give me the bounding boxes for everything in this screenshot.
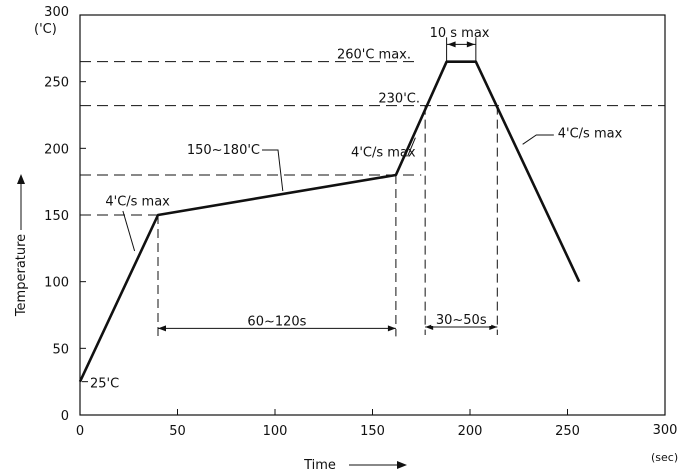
y-tick-label: 200 (44, 142, 69, 157)
reference-leader (262, 149, 284, 192)
y-axis-label: Temperature (14, 234, 29, 317)
plot-frame (79, 14, 666, 416)
temperature-profile-line (78, 60, 581, 383)
dimension-arrowhead (425, 324, 434, 330)
y-tick-label: 250 (44, 76, 69, 91)
span-label-bg (431, 313, 492, 326)
x-tick-label: 200 (458, 424, 483, 439)
slope-annotation: 4'C/s max (351, 145, 416, 160)
axis-ticks: 0 50 100 150 200 250 300 0 50 100 150 200 250 300 (44, 5, 677, 439)
time-spans: 60~120s 30~50s 10 s max (157, 26, 498, 337)
dimension-arrowhead (387, 325, 396, 332)
reference-label: 150~180'C (187, 143, 260, 158)
y-tick-label: 0 (61, 409, 69, 424)
dimension-arrowhead (158, 325, 166, 332)
y-tick-label: 100 (44, 276, 69, 291)
annotation-leader (522, 134, 554, 145)
y-axis-arrow-head (17, 174, 25, 184)
series (78, 60, 581, 383)
y-axis-unit: ('C) (34, 22, 57, 37)
y-tick-label: 150 (44, 209, 69, 224)
slope-annotation: 25'C (90, 377, 119, 392)
x-tick-label: 50 (169, 424, 186, 439)
x-tick-label: 250 (555, 424, 580, 439)
span-label-bg (242, 314, 311, 328)
span-label: 30~50s (436, 313, 487, 328)
reference-lines: 260'C max. 230'C. 150~180'C (80, 48, 665, 216)
x-tick-label: 150 (360, 424, 385, 439)
x-axis-arrow-head (397, 461, 407, 469)
span-label: 60~120s (247, 314, 306, 329)
annotation-leader (407, 137, 416, 157)
x-axis-unit: (sec) (651, 451, 678, 464)
y-tick-label: 50 (52, 342, 69, 357)
reference-label: 230'C. (378, 92, 420, 107)
dimension-arrowhead (466, 41, 475, 48)
slope-annotation: 4'C/s max (558, 127, 623, 142)
x-tick-label: 300 (653, 423, 678, 438)
annotations: 25'C 4'C/s max 4'C/s max 4'C/s max (82, 127, 623, 392)
span-label: 10 s max (430, 26, 490, 41)
slope-annotation: 4'C/s max (105, 195, 170, 210)
annotation-leader (122, 210, 136, 252)
dimension-arrowhead (489, 324, 498, 330)
dimension-arrowhead (447, 41, 456, 48)
x-axis-label: Time (303, 458, 336, 473)
x-tick-label: 100 (263, 424, 288, 439)
y-axis-title: Temperature (14, 174, 29, 317)
y-tick-label: 300 (44, 5, 69, 20)
x-axis-title: Time (303, 458, 407, 473)
reference-label: 260'C max. (337, 48, 411, 63)
x-tick-label: 0 (76, 424, 84, 439)
